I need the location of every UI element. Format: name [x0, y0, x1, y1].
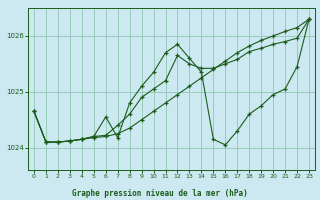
Text: Graphe pression niveau de la mer (hPa): Graphe pression niveau de la mer (hPa): [72, 189, 248, 198]
